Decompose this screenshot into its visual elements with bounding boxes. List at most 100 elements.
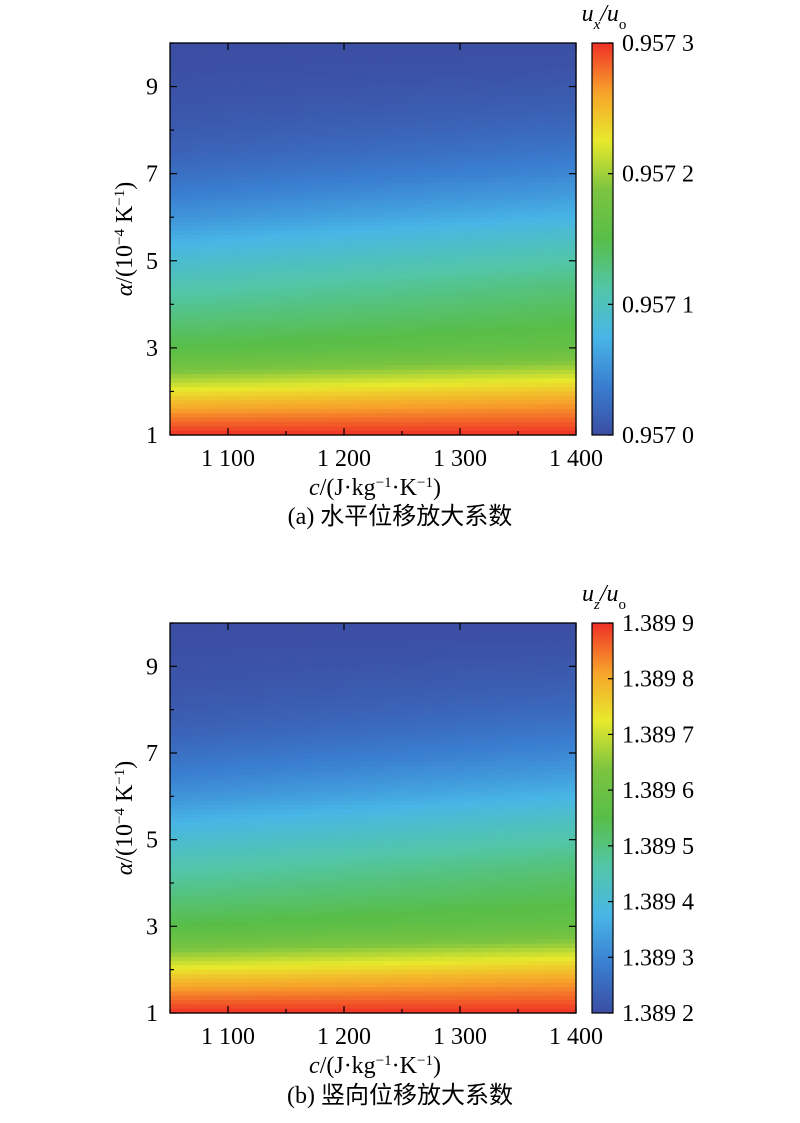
heatmap-cell: [291, 191, 303, 197]
heatmap-cell: [291, 151, 303, 157]
heatmap-cell: [210, 204, 222, 210]
heatmap-cell: [373, 714, 384, 719]
heatmap-cell: [464, 99, 476, 105]
heatmap-cell: [352, 692, 364, 698]
heatmap-cell: [301, 317, 313, 323]
heatmap-cell: [515, 64, 526, 70]
heatmap-cell: [352, 204, 364, 210]
heatmap-cell: [251, 343, 262, 349]
heatmap-cell: [190, 247, 202, 253]
heatmap-cell: [352, 86, 364, 92]
heatmap-cell: [322, 304, 333, 310]
heatmap-cell: [190, 160, 202, 166]
heatmap-cell: [393, 313, 405, 318]
heatmap-cell: [565, 256, 577, 262]
heatmap-cell: [230, 683, 242, 689]
heatmap-cell: [190, 43, 202, 48]
heatmap-cell: [555, 282, 567, 288]
heatmap-cell: [504, 73, 516, 79]
heatmap-cell: [342, 121, 354, 127]
heatmap-cell: [332, 108, 344, 114]
heatmap-cell: [210, 727, 222, 732]
heatmap-cell: [190, 421, 202, 427]
heatmap-cell: [525, 278, 536, 284]
heatmap-cell: [301, 138, 313, 144]
heatmap-cell: [281, 623, 293, 628]
heatmap-cell: [454, 164, 465, 170]
heatmap-cell: [190, 234, 202, 240]
heatmap-cell: [545, 714, 557, 719]
heatmap-cell: [474, 273, 486, 279]
heatmap-cell: [464, 679, 476, 685]
heatmap-cell: [504, 269, 516, 275]
heatmap-cell: [190, 670, 202, 676]
heatmap-cell: [312, 718, 323, 724]
heatmap-cell: [484, 151, 496, 157]
heatmap-cell: [444, 623, 455, 628]
heatmap-cell: [271, 247, 283, 253]
heatmap-cell: [383, 47, 394, 53]
heatmap-cell: [251, 103, 262, 109]
heatmap-cell: [515, 722, 526, 728]
heatmap-cell: [301, 103, 313, 109]
heatmap-cell: [403, 186, 415, 192]
heatmap-cell: [271, 199, 283, 205]
heatmap-cell: [271, 221, 283, 227]
heatmap-cell: [413, 753, 425, 758]
heatmap-cell: [474, 696, 486, 702]
heatmap-cell: [494, 321, 506, 327]
heatmap-cell: [555, 317, 567, 323]
heatmap-cell: [241, 696, 252, 702]
heatmap-cell: [312, 326, 323, 332]
heatmap-cell: [352, 95, 364, 101]
heatmap-cell: [494, 112, 506, 118]
heatmap-cell: [444, 43, 455, 48]
heatmap-cell: [504, 282, 516, 288]
heatmap-cell: [220, 121, 232, 127]
heatmap-cell: [403, 391, 415, 397]
heatmap-cell: [230, 82, 242, 88]
heatmap-cell: [555, 709, 567, 715]
heatmap-cell: [454, 369, 465, 375]
heatmap-cell: [200, 356, 212, 362]
heatmap-cell: [210, 740, 222, 745]
heatmap-cell: [454, 86, 465, 92]
heatmap-cell: [504, 670, 516, 676]
heatmap-cell: [413, 623, 425, 628]
heatmap-cell: [535, 212, 547, 218]
heatmap-cell: [535, 761, 547, 767]
heatmap-cell: [515, 369, 526, 375]
heatmap-cell: [251, 173, 262, 179]
heatmap-cell: [271, 56, 283, 62]
heatmap-cell: [393, 334, 405, 340]
heatmap-cell: [464, 666, 476, 672]
heatmap-cell: [535, 688, 547, 693]
heatmap-cell: [241, 182, 252, 188]
heatmap-cell: [474, 64, 486, 70]
heatmap-cell: [545, 56, 557, 62]
heatmap-cell: [484, 430, 496, 436]
heatmap-cell: [332, 644, 344, 650]
heatmap-cell: [373, 173, 384, 179]
heatmap-cell: [464, 740, 476, 745]
heatmap-cell: [454, 256, 465, 262]
heatmap-cell: [444, 299, 455, 305]
heatmap-cell: [494, 352, 506, 358]
heatmap-cell: [393, 696, 405, 702]
heatmap-cell: [362, 90, 374, 96]
heatmap-cell: [494, 365, 506, 371]
heatmap-cell: [494, 286, 506, 292]
heatmap-cell: [301, 147, 313, 153]
heatmap-cell: [515, 147, 526, 153]
heatmap-cell: [332, 221, 344, 227]
heatmap-cell: [190, 766, 202, 771]
heatmap-cell: [230, 278, 242, 284]
heatmap-cell: [474, 753, 486, 758]
heatmap-cell: [271, 212, 283, 218]
heatmap-cell: [281, 413, 293, 419]
heatmap-cell: [190, 208, 202, 214]
heatmap-cell: [342, 426, 354, 432]
heatmap-cell: [525, 121, 536, 127]
heatmap-cell: [474, 56, 486, 62]
heatmap-cell: [281, 334, 293, 340]
